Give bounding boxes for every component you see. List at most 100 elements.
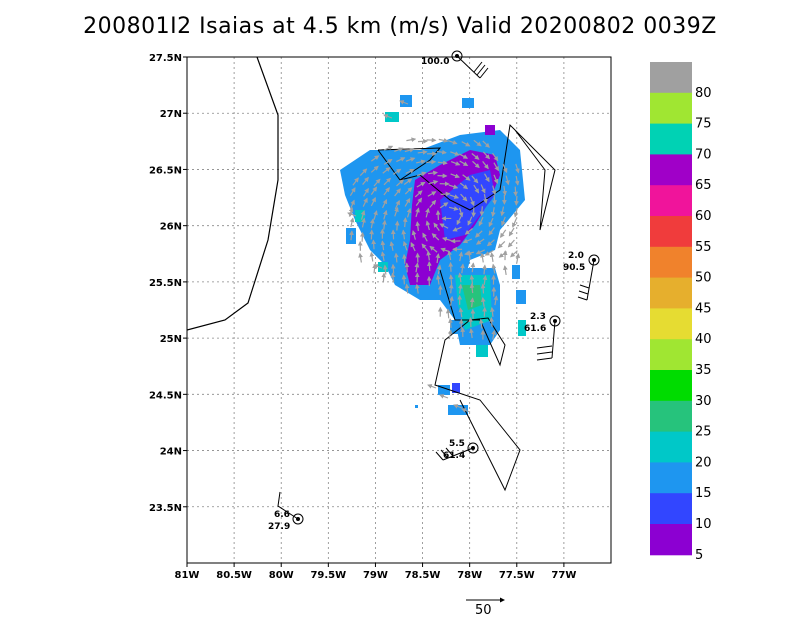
wind-vector	[508, 227, 515, 237]
colorbar-label: 75	[695, 117, 712, 132]
wind-vector	[469, 196, 475, 207]
wind-vector	[492, 195, 497, 206]
x-tick-label: 80W	[269, 570, 294, 581]
wind-vector	[513, 207, 519, 218]
wind-vector	[405, 168, 415, 175]
y-tick-label: 27.5N	[149, 53, 182, 64]
wind-vector	[447, 250, 452, 261]
wind-vector	[394, 252, 399, 263]
y-tick-label: 23.5N	[149, 503, 182, 514]
wind-vector	[505, 175, 510, 186]
wind-vector	[448, 283, 454, 294]
wind-vector	[447, 140, 458, 145]
wind-vector	[510, 250, 518, 258]
wind-vector	[514, 175, 520, 186]
wind-barb-icon	[435, 447, 474, 461]
wind-vector	[458, 207, 464, 218]
wind-vector	[471, 175, 479, 184]
wind-vector	[349, 217, 355, 228]
wind-vector	[469, 283, 475, 294]
wind-vector	[482, 140, 490, 148]
wind-vector	[480, 252, 485, 263]
wind-vector	[390, 229, 396, 240]
wind-vector	[349, 187, 356, 196]
colorbar-label: 45	[695, 301, 712, 316]
wind-vector	[458, 251, 464, 262]
wind-vector	[493, 162, 499, 172]
wind-vector	[369, 251, 375, 262]
wind-vector-field	[347, 100, 521, 413]
wind-vector	[482, 264, 487, 275]
wind-vector	[482, 275, 488, 285]
wind-barb-icon	[456, 55, 489, 79]
colorbar-label: 60	[695, 209, 712, 224]
wind-vector	[427, 384, 437, 389]
wind-vector	[493, 174, 499, 185]
wind-vector	[460, 263, 465, 274]
wind-vector	[414, 190, 423, 198]
wind-vector	[453, 404, 463, 409]
wind-vector	[460, 193, 468, 202]
radar-echo-field	[340, 95, 526, 415]
wind-vector	[448, 274, 454, 285]
station-marker-icon	[467, 442, 479, 454]
colorbar-swatch	[650, 431, 692, 463]
station-marker-icon	[588, 254, 600, 266]
wind-vector	[467, 216, 473, 226]
wind-vector	[470, 262, 476, 273]
station-5: 6.6 27.9	[268, 491, 304, 532]
wind-vector	[456, 215, 462, 226]
x-tick-label: 79.5W	[310, 570, 346, 581]
wind-vector	[370, 186, 377, 195]
echo-cell	[415, 405, 418, 408]
colorbar-swatch	[650, 462, 692, 494]
station-2: 2.0 90.5	[563, 251, 600, 301]
wind-vector	[429, 245, 438, 253]
wind-vector	[373, 178, 381, 187]
wind-vector	[484, 173, 490, 183]
wind-vector	[415, 197, 423, 206]
wind-vector	[417, 149, 428, 155]
wind-vector	[489, 306, 495, 317]
reference-vector-label: 50	[475, 603, 492, 618]
wind-vector	[404, 147, 415, 153]
wind-vector	[370, 155, 380, 162]
wind-vector	[382, 219, 387, 230]
wind-vector	[373, 210, 378, 220]
wind-vector	[431, 233, 440, 241]
colorbar-label: 10	[695, 517, 712, 532]
wind-vector	[472, 160, 480, 169]
wind-vector	[449, 295, 454, 306]
y-tick-label: 27N	[160, 109, 182, 120]
station-label: 5.5	[449, 439, 465, 449]
wind-vector	[515, 252, 521, 263]
wind-vector	[461, 141, 471, 147]
wind-vector	[475, 230, 483, 238]
colorbar-swatch	[650, 246, 692, 279]
wind-vector	[410, 242, 416, 252]
colorbar-label: 80	[695, 86, 712, 101]
colorbar-label: 5	[695, 548, 703, 563]
wind-vector	[404, 283, 410, 294]
echo-cell	[462, 98, 474, 108]
wind-vector	[439, 223, 449, 229]
wind-vector	[484, 250, 494, 256]
colorbar-swatch	[650, 400, 692, 433]
wind-vector	[448, 206, 459, 211]
wind-vector	[490, 207, 496, 218]
station-label: 61.4	[443, 451, 465, 461]
wind-vector	[502, 163, 508, 174]
reference-vector: 50	[466, 597, 505, 618]
y-tick-label: 24.5N	[149, 390, 182, 401]
x-tick-label: 79W	[363, 570, 388, 581]
wind-vector	[435, 274, 441, 285]
wind-vector	[438, 138, 449, 143]
wind-vector	[426, 250, 431, 261]
wind-vector	[403, 178, 413, 185]
wind-vector	[464, 228, 473, 235]
wind-vector	[502, 265, 508, 276]
wind-vector	[491, 329, 497, 340]
wind-vector	[458, 307, 464, 318]
wind-vector	[480, 296, 486, 307]
wind-vector	[421, 243, 429, 252]
